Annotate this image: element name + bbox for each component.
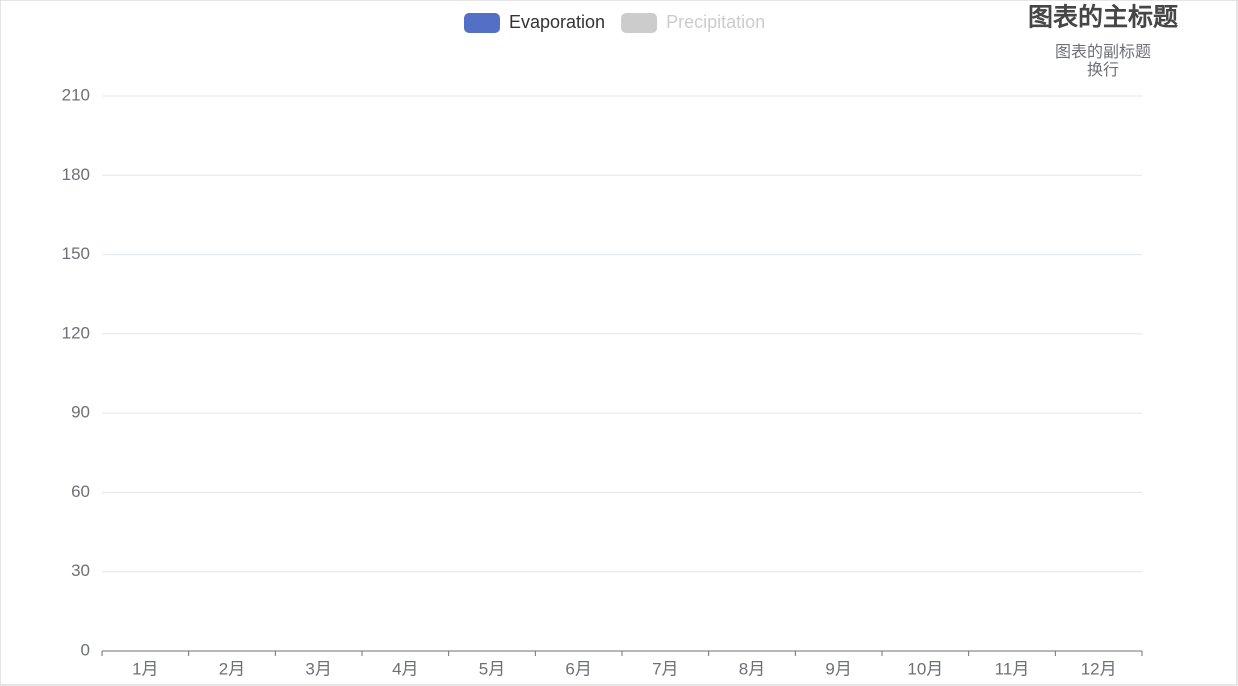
y-tick-label: 60 — [71, 482, 90, 501]
y-tick-label: 30 — [71, 561, 90, 580]
x-tick-label: 1月 — [132, 659, 158, 678]
x-tick-label: 9月 — [825, 659, 851, 678]
x-tick-label: 7月 — [652, 659, 678, 678]
legend-swatch[interactable] — [464, 13, 500, 33]
x-tick-label: 2月 — [219, 659, 245, 678]
chart-subtitle: 图表的副标题 — [1055, 43, 1151, 61]
x-tick-label: 3月 — [305, 659, 331, 678]
legend-label[interactable]: Evaporation — [509, 12, 605, 32]
y-tick-label: 90 — [71, 403, 90, 422]
chart-subtitle: 换行 — [1087, 61, 1119, 79]
x-tick-label: 8月 — [739, 659, 765, 678]
x-tick-label: 5月 — [479, 659, 505, 678]
x-tick-label: 6月 — [565, 659, 591, 678]
x-tick-label: 12月 — [1081, 659, 1117, 678]
legend-label[interactable]: Precipitation — [666, 12, 765, 32]
chart-title: 图表的主标题 — [1028, 3, 1178, 32]
x-tick-label: 11月 — [995, 659, 1030, 678]
legend-swatch[interactable] — [621, 13, 658, 33]
y-tick-label: 150 — [62, 244, 90, 263]
y-tick-label: 0 — [81, 640, 90, 659]
y-tick-label: 210 — [62, 85, 90, 104]
x-tick-label: 10月 — [907, 659, 943, 678]
y-tick-label: 180 — [62, 165, 90, 184]
x-tick-label: 4月 — [392, 659, 418, 678]
y-tick-label: 120 — [62, 323, 90, 342]
